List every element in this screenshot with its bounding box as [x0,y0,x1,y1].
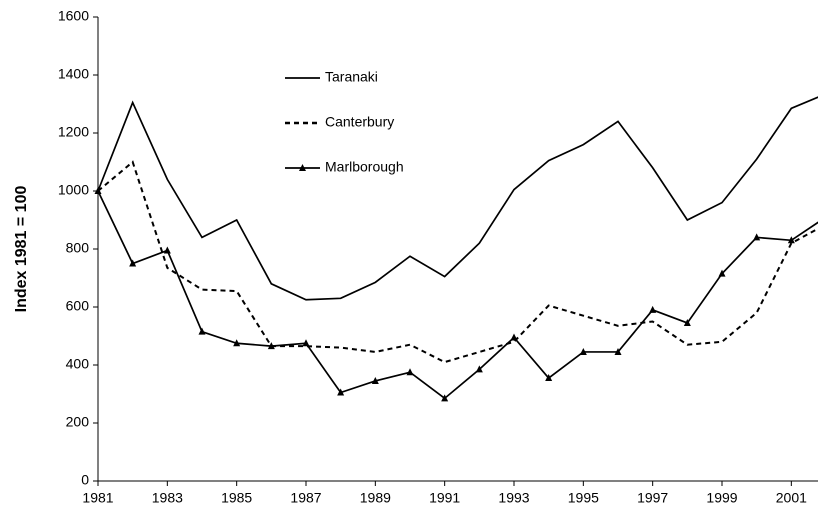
y-tick-label: 1600 [58,8,89,24]
point-marker [163,246,171,254]
series-line [97,190,818,400]
y-tick-label: 600 [66,298,90,314]
x-tick-label: 1983 [152,490,183,506]
x-tick-label: 1995 [568,490,599,506]
point-marker [441,394,449,402]
series-line [97,96,818,301]
point-marker [787,236,795,244]
legend-marker [299,164,306,171]
point-marker [198,327,206,335]
point-marker [94,187,102,194]
point-marker [649,305,657,313]
y-tick-label: 1200 [58,124,89,140]
y-tick-label: 800 [66,240,90,256]
point-marker [475,365,483,373]
x-tick-label: 1997 [637,490,668,506]
point-marker [302,339,310,347]
y-tick-label: 0 [81,472,89,488]
legend-label: Marlborough [325,159,404,175]
point-marker [614,347,622,355]
point-marker [579,347,587,355]
point-marker [545,374,553,382]
point-marker [371,376,379,384]
point-marker [718,269,726,277]
y-tick-label: 1400 [58,66,89,82]
y-tick-label: 1000 [58,182,89,198]
point-marker [406,368,414,376]
point-marker [129,259,137,267]
point-marker [510,333,518,341]
point-marker [683,318,691,326]
x-tick-label: 1989 [360,490,391,506]
y-tick-label: 200 [66,414,90,430]
point-marker [267,342,275,350]
series-line [97,160,818,364]
point-marker [337,388,345,396]
x-tick-label: 1985 [221,490,252,506]
x-tick-label: 1981 [82,490,113,506]
point-marker [233,339,241,347]
y-tick-label: 400 [66,356,90,372]
x-tick-label: 2001 [776,490,807,506]
y-axis-label: Index 1981 = 100 [13,186,30,313]
point-marker [753,233,761,241]
legend-label: Canterbury [325,114,394,130]
x-tick-label: 1987 [290,490,321,506]
legend-label: Taranaki [325,69,378,85]
x-tick-label: 1993 [498,490,529,506]
x-tick-label: 1991 [429,490,460,506]
x-tick-label: 1999 [706,490,737,506]
